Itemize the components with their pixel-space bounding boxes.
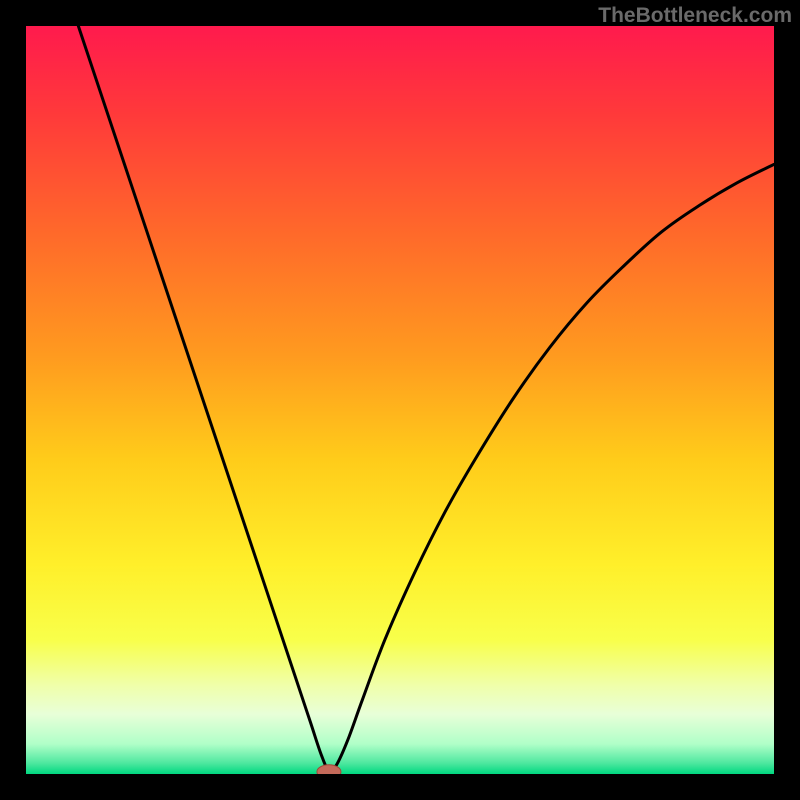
chart-svg	[26, 26, 774, 774]
chart-background	[26, 26, 774, 774]
plot-area	[26, 26, 774, 774]
chart-container: TheBottleneck.com	[0, 0, 800, 800]
watermark-text: TheBottleneck.com	[598, 4, 792, 28]
